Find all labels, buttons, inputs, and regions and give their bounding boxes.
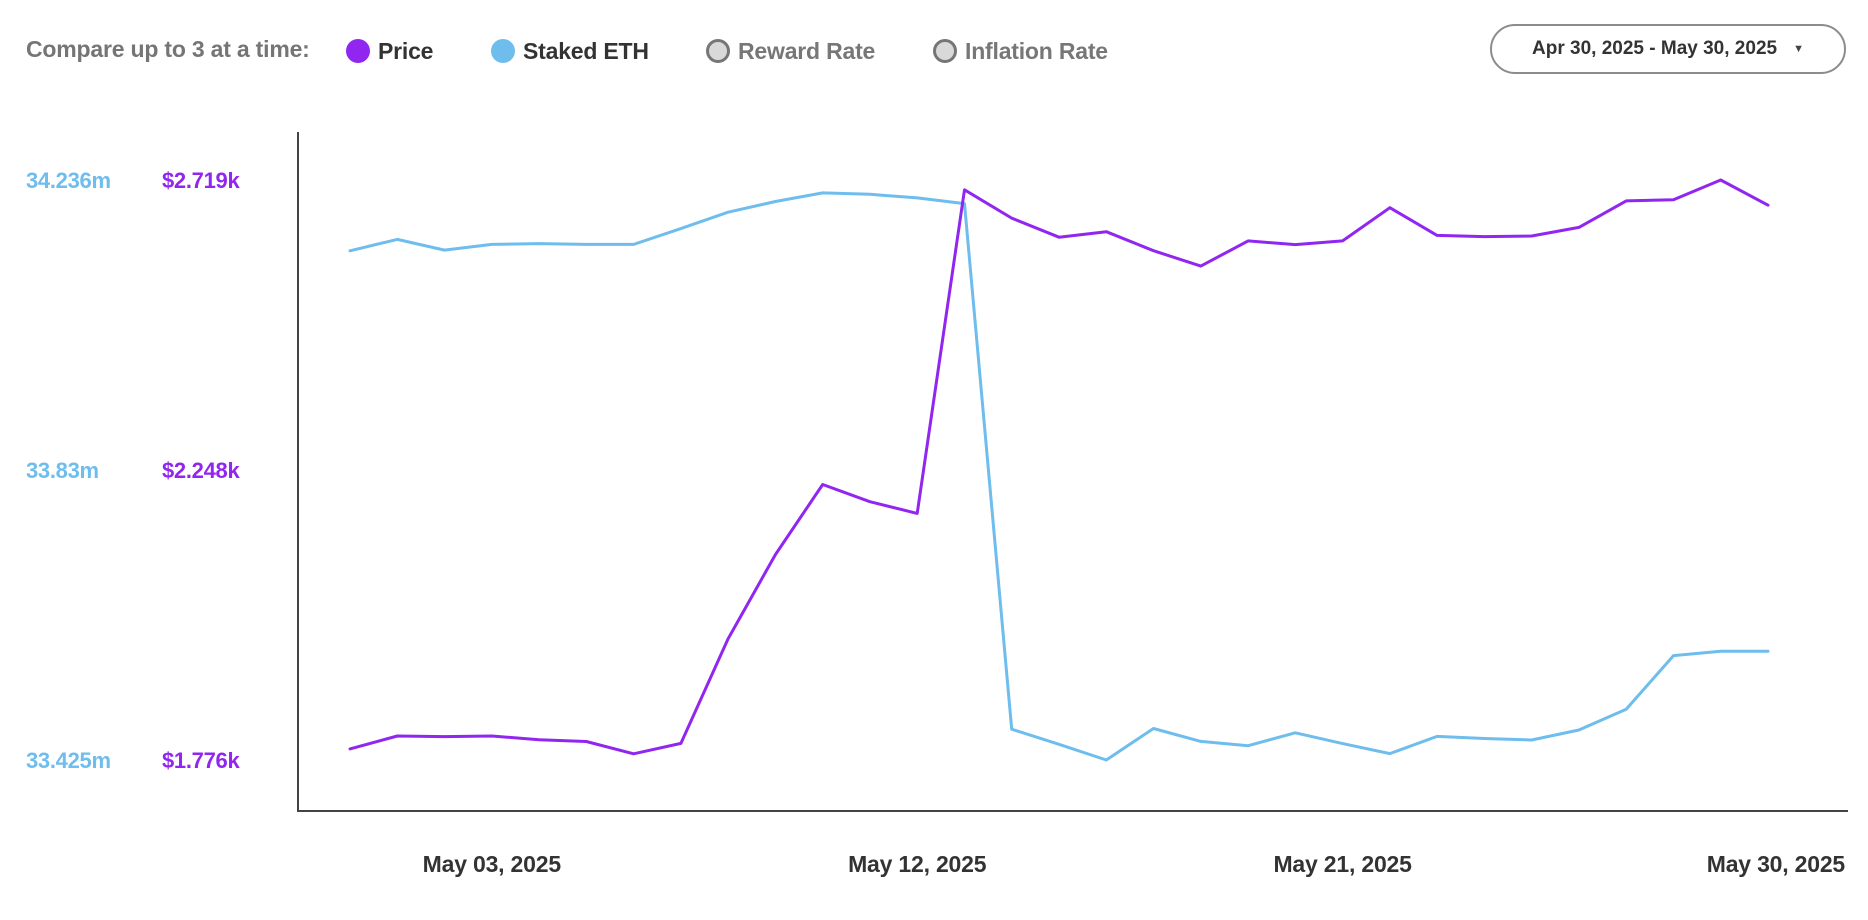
metric-label-price: Price (378, 37, 434, 64)
x-tick-label: May 21, 2025 (1273, 851, 1412, 877)
price-series-line (348, 178, 1770, 756)
chart-toolbar: Compare up to 3 at a time: Price Staked … (0, 0, 1868, 100)
staked-eth-y-tick: 33.83m (26, 458, 99, 483)
staked-eth-y-tick: 33.425m (26, 748, 111, 773)
metric-label-inflation-rate: Inflation Rate (965, 37, 1108, 64)
series-lines (348, 178, 1770, 762)
x-tick-label: May 03, 2025 (423, 851, 562, 877)
metric-label-staked-eth: Staked ETH (523, 37, 649, 64)
metric-toggle-staked-eth[interactable]: Staked ETH (491, 36, 649, 66)
staked-eth-legend-dot (491, 39, 515, 63)
tick-labels: 34.236m 33.83m 33.425m $2.719k $2.248k $1.776… (26, 168, 1846, 877)
staked-eth-y-tick: 34.236m (26, 168, 111, 193)
date-range-label: Apr 30, 2025 - May 30, 2025 (1532, 38, 1778, 59)
price-y-tick: $2.248k (162, 458, 240, 483)
chevron-down-icon: ▼ (1793, 43, 1804, 55)
price-y-tick: $1.776k (162, 748, 240, 773)
compare-label: Compare up to 3 at a time: (26, 36, 310, 62)
metric-toggle-price[interactable]: Price (346, 36, 433, 66)
metric-toggle-reward-rate[interactable]: Reward Rate (706, 36, 875, 66)
price-y-tick: $2.719k (162, 168, 240, 193)
staked-eth-series-line (348, 191, 1770, 762)
metric-toggle-inflation-rate[interactable]: Inflation Rate (933, 36, 1108, 66)
x-tick-label: May 30, 2025 (1707, 851, 1846, 877)
date-range-dropdown[interactable]: Apr 30, 2025 - May 30, 2025 ▼ (1490, 24, 1846, 74)
metric-label-reward-rate: Reward Rate (738, 37, 876, 64)
x-tick-label: May 12, 2025 (848, 851, 987, 877)
price-legend-dot (346, 39, 370, 63)
chart-axes (297, 132, 1848, 812)
reward-rate-legend-dot (706, 39, 730, 63)
inflation-rate-legend-dot (933, 39, 957, 63)
